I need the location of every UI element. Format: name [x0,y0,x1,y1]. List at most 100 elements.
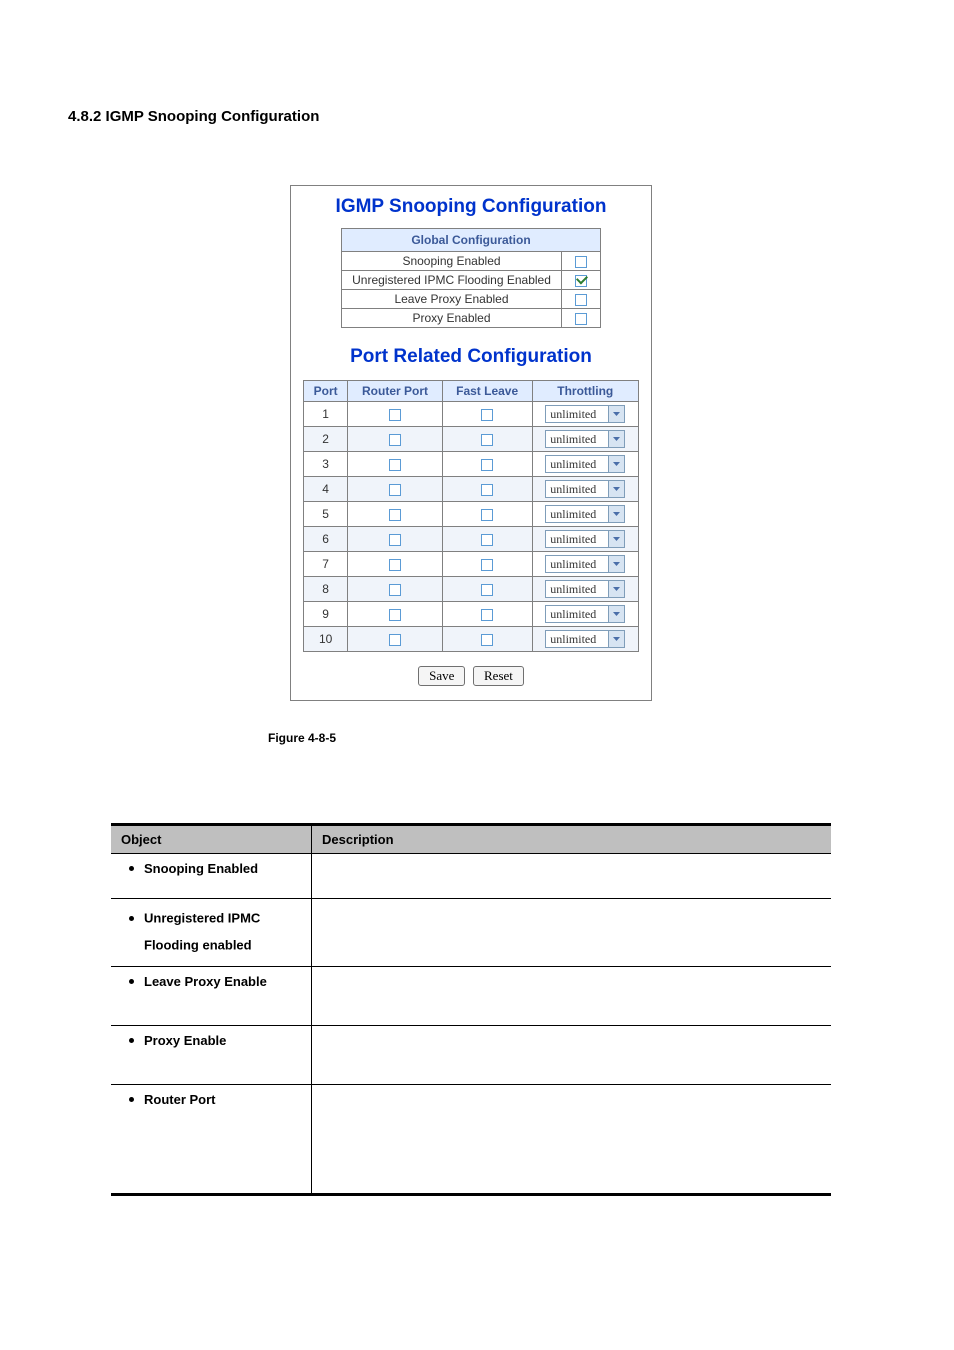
router-port-checkbox[interactable] [389,634,401,646]
fast-leave-checkbox[interactable] [481,609,493,621]
throttling-value: unlimited [550,607,596,622]
port-number: 2 [304,427,348,452]
throttling-select[interactable]: unlimited [545,455,625,473]
fast-leave-checkbox[interactable] [481,459,493,471]
bullet-icon [129,979,134,984]
router-port-checkbox[interactable] [389,584,401,596]
leave-proxy-checkbox[interactable] [575,294,587,306]
desc-object: Proxy Enable [111,1026,312,1085]
fast-leave-checkbox[interactable] [481,434,493,446]
desc-description [312,1085,832,1195]
config-panel: IGMP Snooping Configuration Global Confi… [290,185,652,701]
desc-description [312,967,832,1026]
throttling-select[interactable]: unlimited [545,580,625,598]
description-table-wrap: Object Description Snooping EnabledUnreg… [68,823,874,1196]
router-port-checkbox[interactable] [389,434,401,446]
router-port-checkbox[interactable] [389,484,401,496]
desc-col-description: Description [312,825,832,854]
section-heading: 4.8.2 IGMP Snooping Configuration [68,108,874,125]
port-number: 4 [304,477,348,502]
fast-leave-checkbox[interactable] [481,509,493,521]
global-config-header: Global Configuration [342,229,601,252]
port-row: 1unlimited [304,402,639,427]
router-port-checkbox[interactable] [389,609,401,621]
fast-leave-checkbox[interactable] [481,484,493,496]
col-port: Port [304,381,348,402]
global-row-label: Leave Proxy Enabled [342,290,562,309]
throttling-value: unlimited [550,582,596,597]
desc-row: Unregistered IPMCFlooding enabled [111,899,831,967]
throttling-select[interactable]: unlimited [545,630,625,648]
ipmc-flooding-checkbox[interactable] [575,275,587,287]
throttling-value: unlimited [550,482,596,497]
desc-col-object: Object [111,825,312,854]
snooping-enabled-checkbox[interactable] [575,256,587,268]
port-row: 3 unlimited [304,452,639,477]
port-number: 10 [304,627,348,652]
throttling-select[interactable]: unlimited [545,605,625,623]
global-row-label: Unregistered IPMC Flooding Enabled [342,271,562,290]
global-row-label: Proxy Enabled [342,309,562,328]
save-button[interactable]: Save [418,666,465,686]
throttling-select[interactable]: unlimited [545,505,625,523]
figure-caption: Figure 4-8-5 [268,731,874,745]
page: 4.8.2 IGMP Snooping Configuration IGMP S… [0,0,954,1256]
router-port-checkbox[interactable] [389,559,401,571]
description-table: Object Description Snooping EnabledUnreg… [111,823,831,1196]
chevron-down-icon [608,581,624,597]
fast-leave-checkbox[interactable] [481,634,493,646]
desc-object: Unregistered IPMCFlooding enabled [111,899,312,967]
fast-leave-checkbox[interactable] [481,584,493,596]
throttling-value: unlimited [550,457,596,472]
throttling-select[interactable]: unlimited [545,555,625,573]
throttling-value: unlimited [550,557,596,572]
desc-row: Router Port [111,1085,831,1195]
chevron-down-icon [608,556,624,572]
port-number: 8 [304,577,348,602]
port-row: 4 unlimited [304,477,639,502]
port-row: 10 unlimited [304,627,639,652]
col-throttling: Throttling [532,381,638,402]
router-port-checkbox[interactable] [389,409,401,421]
chevron-down-icon [608,631,624,647]
router-port-checkbox[interactable] [389,534,401,546]
port-config-table: Port Router Port Fast Leave Throttling 1… [303,380,639,652]
throttling-value: unlimited [550,407,596,422]
router-port-checkbox[interactable] [389,509,401,521]
throttling-value: unlimited [550,432,596,447]
desc-description [312,1026,832,1085]
throttling-select[interactable]: unlimited [545,480,625,498]
throttling-select[interactable]: unlimited [545,530,625,548]
global-row-label: Snooping Enabled [342,252,562,271]
desc-row: Proxy Enable [111,1026,831,1085]
chevron-down-icon [608,531,624,547]
desc-object: Snooping Enabled [111,854,312,899]
desc-row: Snooping Enabled [111,854,831,899]
port-number: 5 [304,502,348,527]
router-port-checkbox[interactable] [389,459,401,471]
chevron-down-icon [608,431,624,447]
throttling-value: unlimited [550,632,596,647]
bullet-icon [129,866,134,871]
reset-button[interactable]: Reset [473,666,524,686]
fast-leave-checkbox[interactable] [481,559,493,571]
button-row: Save Reset [303,666,639,686]
fast-leave-checkbox[interactable] [481,409,493,421]
port-number: 3 [304,452,348,477]
fast-leave-checkbox[interactable] [481,534,493,546]
port-number: 9 [304,602,348,627]
port-row: 6unlimited [304,527,639,552]
proxy-enabled-checkbox[interactable] [575,313,587,325]
desc-row: Leave Proxy Enable [111,967,831,1026]
throttling-select[interactable]: unlimited [545,430,625,448]
throttling-select[interactable]: unlimited [545,405,625,423]
chevron-down-icon [608,406,624,422]
col-fast-leave: Fast Leave [442,381,532,402]
bullet-icon [129,1038,134,1043]
desc-description [312,854,832,899]
chevron-down-icon [608,606,624,622]
chevron-down-icon [608,481,624,497]
global-config-table: Global Configuration Snooping Enabled Un… [341,228,601,328]
port-config-title: Port Related Configuration [303,346,639,368]
chevron-down-icon [608,456,624,472]
